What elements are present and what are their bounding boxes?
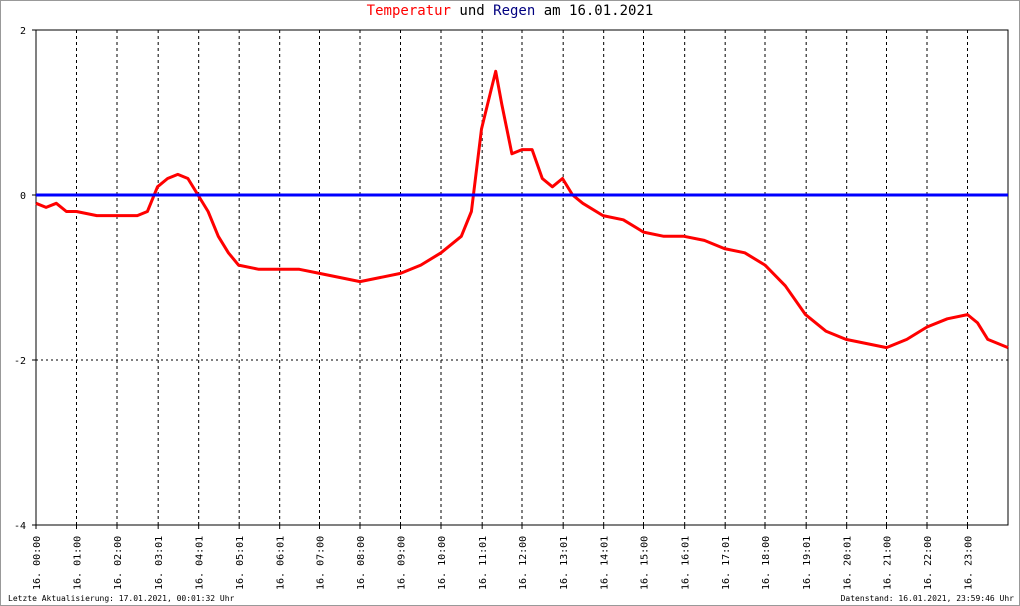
- x-tick-label: 16. 08:00: [356, 536, 367, 590]
- x-tick-label: 16. 12:00: [518, 536, 529, 590]
- x-tick-label: 16. 04:01: [195, 536, 206, 590]
- footer-left: Letzte Aktualisierung: 17.01.2021, 00:01…: [8, 594, 235, 603]
- footer-right: Datenstand: 16.01.2021, 23:59:46 Uhr: [841, 594, 1015, 603]
- x-tick-label: 16. 03:01: [154, 536, 165, 590]
- x-tick-label: 16. 00:00: [32, 536, 43, 590]
- x-tick-label: 16. 02:00: [113, 536, 124, 590]
- x-tick-label: 16. 22:00: [923, 536, 934, 590]
- y-tick-label: 2: [20, 26, 26, 37]
- y-tick-label: -4: [14, 521, 26, 532]
- x-tick-label: 16. 07:00: [316, 536, 327, 590]
- x-tick-label: 16. 19:01: [802, 536, 813, 590]
- x-tick-label: 16. 06:01: [276, 536, 287, 590]
- x-tick-label: 16. 16:01: [681, 536, 692, 590]
- x-tick-label: 16. 23:00: [964, 536, 975, 590]
- y-tick-label: 0: [20, 191, 26, 202]
- x-tick-label: 16. 18:00: [761, 536, 772, 590]
- y-tick-label: -2: [14, 356, 26, 367]
- chart-title: Temperatur und Regen am 16.01.2021: [367, 3, 654, 19]
- series-line: [35, 69, 1009, 350]
- x-tick-label: 16. 14:01: [600, 536, 611, 590]
- x-tick-label: 16. 20:01: [843, 536, 854, 590]
- x-tick-label: 16. 01:00: [73, 536, 84, 590]
- title-part: und: [459, 3, 484, 19]
- x-tick-label: 16. 11:01: [478, 536, 489, 590]
- x-tick-label: 16. 09:00: [397, 536, 408, 590]
- x-tick-label: 16. 05:01: [235, 536, 246, 590]
- x-tick-label: 16. 13:01: [559, 536, 570, 590]
- x-tick-label: 16. 17:01: [721, 536, 732, 590]
- x-tick-label: 16. 21:00: [883, 536, 894, 590]
- title-part: Regen: [493, 3, 535, 19]
- x-tick-label: 16. 15:00: [640, 536, 651, 590]
- title-part: am 16.01.2021: [544, 3, 654, 19]
- x-tick-label: 16. 10:00: [437, 536, 448, 590]
- title-part: Temperatur: [367, 3, 451, 19]
